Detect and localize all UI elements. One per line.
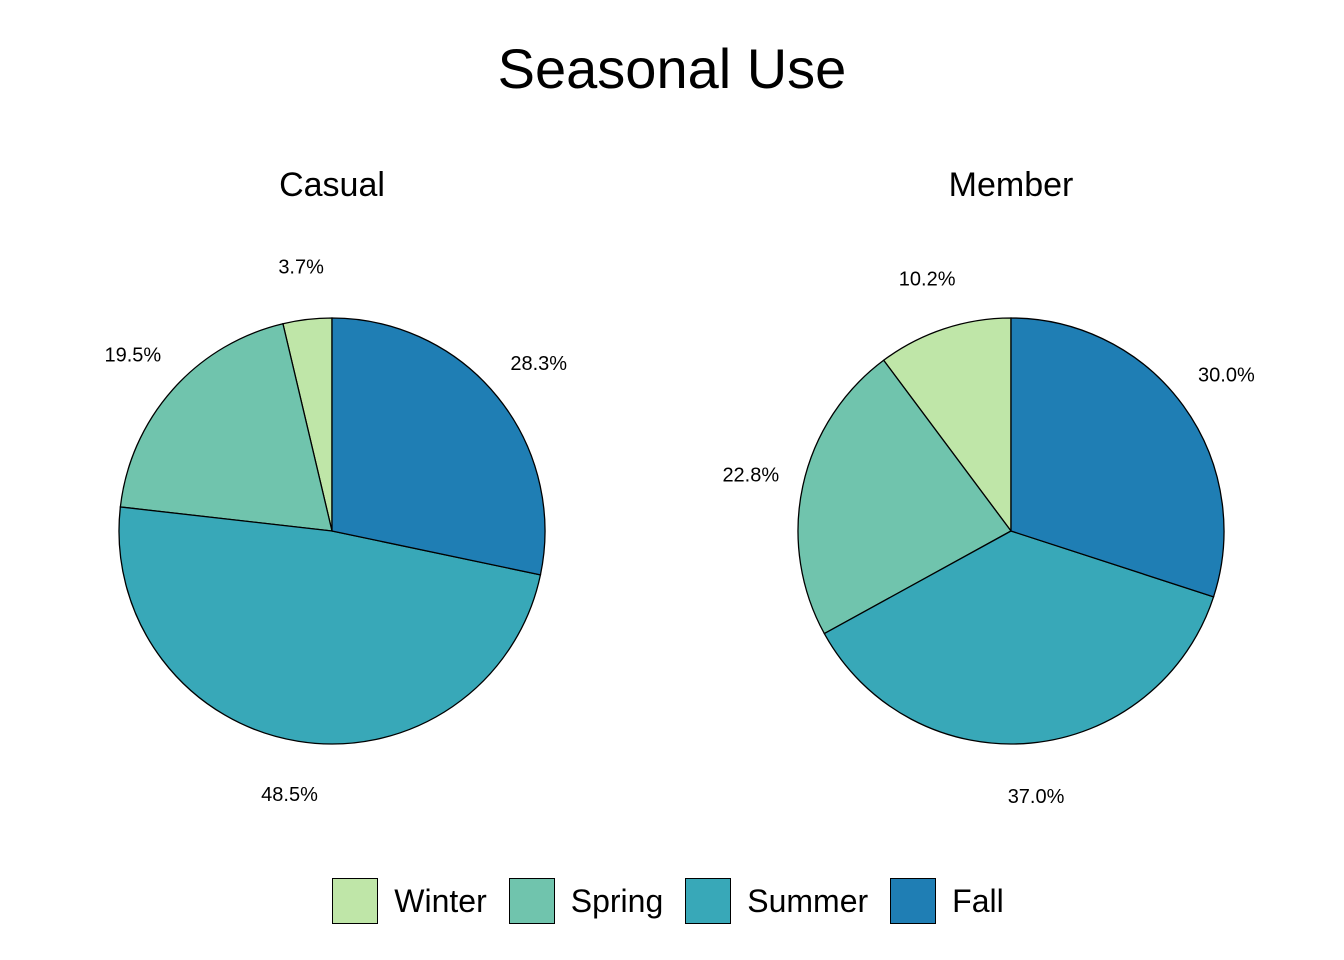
pie-casual: Casual 3.7% 19.5% 48.5% 28.3% [104, 166, 567, 806]
legend-swatch-summer [685, 878, 732, 924]
slice-casual-fall [331, 317, 546, 576]
slice-casual-spring [119, 322, 333, 532]
legend-swatch-spring [508, 878, 555, 924]
legend: Winter Spring Summer Fall [0, 878, 1344, 924]
slice-label-member-spring: 22.8% [722, 465, 779, 487]
slice-member-fall [1010, 317, 1225, 598]
pie-title-member: Member [949, 166, 1074, 204]
legend-label-winter: Winter [394, 882, 487, 919]
slice-label-member-fall: 30.0% [1198, 365, 1255, 387]
legend-item-summer: Summer [685, 878, 876, 924]
pie-member: Member 10.2% 22.8% 37.0% 30.0% [722, 166, 1255, 808]
legend-label-fall: Fall [952, 882, 1004, 919]
slice-label-casual-spring: 19.5% [104, 344, 161, 366]
legend-label-spring: Spring [570, 882, 664, 919]
legend-label-summer: Summer [747, 882, 869, 919]
legend-item-winter: Winter [332, 878, 494, 924]
legend-swatch-winter [332, 878, 379, 924]
legend-swatch-fall [890, 878, 937, 924]
legend-item-spring: Spring [508, 878, 672, 924]
slice-label-member-summer: 37.0% [1008, 786, 1065, 808]
slice-member-winter [882, 317, 1012, 533]
slice-label-casual-summer: 48.5% [261, 784, 318, 806]
slice-member-summer [823, 530, 1215, 745]
slice-member-spring [797, 359, 1012, 635]
slice-label-casual-fall: 28.3% [510, 353, 567, 375]
slice-label-casual-winter: 3.7% [278, 257, 324, 279]
chart-title: Seasonal Use [497, 37, 847, 100]
slice-label-member-winter: 10.2% [899, 268, 956, 290]
slice-casual-summer [118, 506, 542, 745]
legend-item-fall: Fall [890, 878, 1012, 924]
pie-title-casual: Casual [279, 166, 385, 204]
